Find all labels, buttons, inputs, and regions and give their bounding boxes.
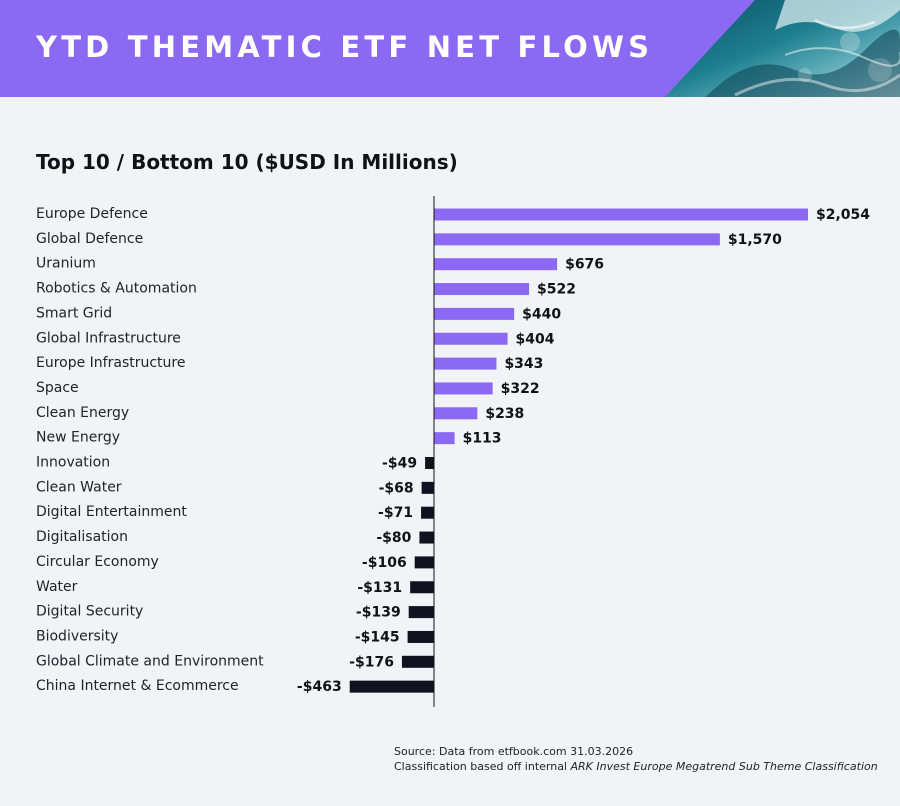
category-label: China Internet & Ecommerce [36, 678, 239, 694]
category-label: Innovation [36, 455, 110, 471]
data-label: -$80 [376, 530, 411, 546]
bar-negative [349, 680, 434, 693]
bar-negative [425, 457, 434, 469]
category-label: Global Defence [36, 231, 143, 247]
bar-negative [419, 531, 434, 544]
data-label: -$176 [349, 654, 394, 670]
data-label: -$131 [357, 580, 402, 596]
data-label: -$463 [297, 679, 342, 695]
bar-negative [408, 606, 434, 619]
bar-positive [434, 332, 508, 345]
source-note: Source: Data from etfbook.com 31.03.2026 [394, 745, 634, 758]
bar-positive [434, 382, 493, 395]
chart-title: Top 10 / Bottom 10 ($USD In Millions) [36, 150, 458, 174]
category-label: Circular Economy [36, 554, 159, 570]
chart-footer: Source: Data from etfbook.com 31.03.2026… [394, 744, 878, 774]
data-label: $440 [522, 306, 561, 322]
data-label: $1,570 [728, 232, 782, 248]
header-banner: YTD THEMATIC ETF NET FLOWS [0, 0, 900, 97]
bar-positive [434, 283, 530, 296]
data-label: $238 [485, 406, 524, 422]
classification-name: ARK Invest Europe Megatrend Sub Theme Cl… [570, 760, 878, 773]
data-label: -$49 [382, 456, 417, 472]
bar-positive [434, 432, 455, 445]
bar-positive [434, 208, 808, 221]
classification-prefix: Classification based off internal [394, 760, 571, 773]
data-label: $322 [501, 381, 540, 397]
category-label: Digitalisation [36, 529, 128, 545]
bar-positive [434, 407, 478, 420]
data-label: $522 [537, 282, 576, 298]
bar-negative [410, 581, 434, 594]
data-label: $404 [516, 331, 555, 347]
data-label: -$68 [379, 480, 414, 496]
data-label: -$106 [362, 555, 407, 571]
category-label: Digital Entertainment [36, 504, 187, 520]
page-title: YTD THEMATIC ETF NET FLOWS [36, 30, 654, 64]
data-label: $2,054 [816, 207, 870, 223]
category-label: Clean Water [36, 479, 122, 495]
bar-negative [421, 481, 434, 494]
bar-positive [434, 258, 558, 271]
data-label: $113 [463, 431, 502, 447]
category-label: Uranium [36, 256, 96, 272]
bar-negative [407, 630, 434, 643]
bar-positive [434, 307, 515, 320]
category-label: Biodiversity [36, 628, 118, 644]
category-label: Digital Security [36, 604, 143, 620]
data-label: $343 [504, 356, 543, 372]
data-label: $676 [565, 257, 604, 273]
category-label: Robotics & Automation [36, 281, 197, 297]
category-label: Clean Energy [36, 405, 129, 421]
classification-note: Classification based off internal ARK In… [394, 759, 878, 774]
category-label: Global Climate and Environment [36, 653, 264, 669]
category-label: Global Infrastructure [36, 330, 181, 346]
bar-negative [401, 655, 434, 668]
category-label: Smart Grid [36, 305, 112, 321]
category-label: Europe Defence [36, 206, 148, 222]
category-label: Space [36, 380, 79, 396]
data-label: -$139 [356, 605, 401, 621]
ocean-wave-image [665, 0, 900, 97]
category-label: Water [36, 579, 78, 595]
data-label: -$71 [378, 505, 413, 521]
data-label: -$145 [355, 629, 400, 645]
bar-positive [434, 357, 497, 370]
category-label: New Energy [36, 430, 120, 446]
bar-positive [434, 233, 720, 246]
category-label: Europe Infrastructure [36, 355, 185, 371]
bar-negative [421, 506, 434, 519]
bar-negative [414, 556, 434, 569]
